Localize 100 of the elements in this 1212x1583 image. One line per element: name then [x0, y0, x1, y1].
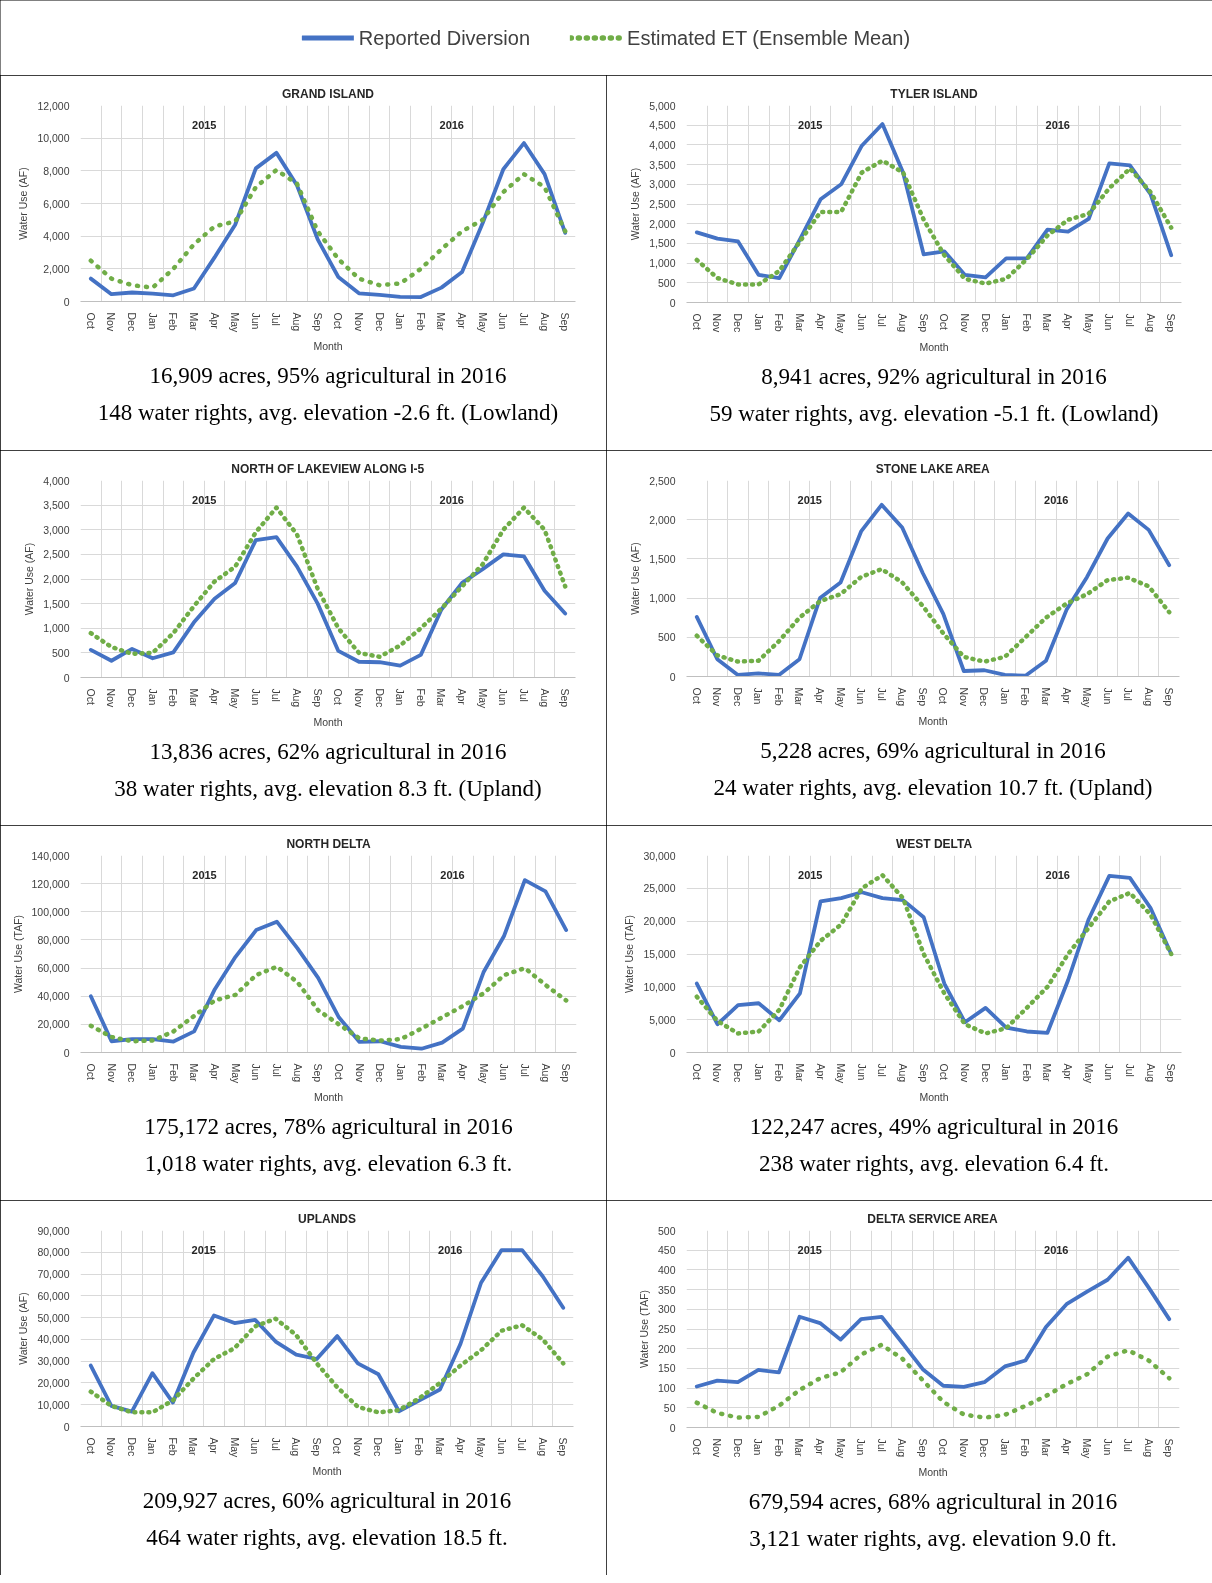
x-tick-label: Jun — [1101, 687, 1114, 705]
x-tick-label: May — [834, 1438, 847, 1460]
x-tick-label: Sep — [916, 687, 929, 707]
x-tick-label: Sep — [310, 1437, 323, 1457]
line-series — [694, 502, 1172, 677]
y-tick-label: 8,000 — [43, 164, 70, 177]
x-tick-label: Apr — [208, 1437, 221, 1455]
annotation: 2016 — [439, 119, 464, 132]
y-axis-title: Water Use (TAF) — [637, 1289, 650, 1369]
x-tick-label: Jan — [392, 1437, 405, 1455]
x-tick-label: Oct — [690, 1438, 703, 1455]
y-tick-label: 50 — [663, 1401, 676, 1414]
y-tick-label: 80,000 — [37, 933, 70, 946]
chart-title: WEST DELTA — [895, 836, 973, 851]
y-tick-label: 10,000 — [37, 1398, 70, 1411]
x-tick-label: Aug — [538, 688, 551, 708]
x-tick-label: Dec — [979, 1063, 992, 1083]
y-tick-label: 80,000 — [37, 1246, 70, 1259]
x-tick-label: Jul — [1122, 1438, 1135, 1452]
x-tick-label: Aug — [1144, 1063, 1157, 1083]
x-tick-label: Mar — [187, 1437, 200, 1457]
x-tick-label: Jul — [1122, 687, 1135, 701]
x-tick-label: Jan — [998, 687, 1011, 705]
y-axis-title: Water Use (AF) — [23, 542, 36, 616]
x-tick-label: Mar — [435, 688, 448, 708]
x-tick-label: Nov — [352, 312, 365, 332]
annotation: 2015 — [797, 494, 822, 507]
x-tick-label: Sep — [1163, 687, 1176, 707]
x-tick-label: Jun — [249, 312, 262, 330]
x-tick-label: Mar — [1041, 313, 1054, 333]
line-series — [694, 1255, 1172, 1389]
x-tick-label: Dec — [979, 313, 992, 333]
y-tick-label: 0 — [669, 1046, 676, 1059]
x-tick-label: Jun — [855, 1063, 868, 1081]
y-tick-label: 3,500 — [649, 158, 676, 171]
y-tick-label: 10,000 — [37, 132, 70, 145]
x-tick-label: Jun — [855, 1438, 868, 1456]
y-tick-label: 0 — [63, 671, 70, 684]
y-tick-label: 1,000 — [649, 257, 676, 270]
annotation: 2015 — [798, 119, 823, 132]
y-axis-title: Water Use (TAF) — [11, 914, 24, 994]
y-tick-label: 40,000 — [37, 1333, 70, 1346]
y-tick-label: 5,000 — [649, 1013, 676, 1026]
y-tick-label: 20,000 — [37, 1376, 70, 1389]
x-tick-label: Sep — [559, 312, 572, 332]
x-tick-label: Apr — [456, 688, 469, 706]
x-tick-label: Feb — [773, 313, 786, 332]
x-tick-label: Apr — [456, 1063, 469, 1081]
chart-title: TYLER ISLAND — [890, 86, 978, 101]
y-tick-label: 200 — [657, 1342, 676, 1355]
chart-title: STONE LAKE AREA — [875, 461, 991, 476]
x-tick-label: Apr — [814, 313, 827, 331]
y-tick-label: 90,000 — [37, 1224, 70, 1237]
x-tick-label: Dec — [731, 1438, 744, 1458]
y-tick-label: 140,000 — [31, 849, 70, 862]
x-tick-label: Apr — [1062, 313, 1075, 331]
y-tick-label: 2,000 — [649, 513, 676, 526]
x-tick-label: Aug — [896, 687, 909, 707]
y-tick-label: 500 — [657, 631, 676, 644]
x-tick-label: Jul — [875, 687, 888, 701]
x-tick-label: Aug — [291, 312, 304, 332]
x-tick-label: Apr — [1060, 1438, 1073, 1456]
x-tick-label: Jul — [1123, 1063, 1136, 1077]
y-axis-title: Water Use (AF) — [629, 542, 642, 615]
x-tick-label: Jan — [752, 1438, 765, 1456]
x-tick-label: Sep — [311, 312, 324, 332]
y-tick-label: 1,000 — [649, 592, 676, 605]
x-tick-label: Jul — [518, 1063, 531, 1077]
x-tick-label: Dec — [978, 687, 991, 707]
x-tick-label: May — [228, 1437, 241, 1459]
x-axis-title: Month — [918, 715, 948, 728]
x-tick-label: Jun — [249, 1437, 262, 1455]
annotation: 2015 — [798, 869, 823, 882]
x-tick-label: Apr — [1062, 1063, 1075, 1081]
y-tick-label: 400 — [657, 1263, 676, 1276]
x-tick-label: Aug — [1142, 687, 1155, 707]
x-tick-label: Jul — [270, 1063, 283, 1077]
x-tick-label: Sep — [1165, 1063, 1178, 1083]
x-tick-label: Jul — [269, 1437, 282, 1451]
x-tick-label: Mar — [793, 687, 806, 707]
y-tick-label: 4,000 — [649, 138, 676, 151]
x-axis-title: Month — [919, 341, 949, 354]
x-tick-label: Feb — [414, 688, 427, 707]
x-tick-label: Jun — [497, 688, 510, 706]
y-tick-label: 10,000 — [643, 980, 676, 993]
chart-title: NORTH OF LAKEVIEW ALONG I-5 — [231, 461, 425, 476]
y-axis-title: Water Use (TAF) — [623, 914, 636, 994]
x-tick-label: Jul — [517, 312, 530, 326]
x-tick-label: May — [835, 313, 848, 335]
x-tick-label: Dec — [126, 1063, 139, 1083]
x-tick-label: Sep — [917, 313, 930, 333]
x-tick-label: Nov — [711, 1063, 724, 1083]
x-tick-label: Feb — [772, 687, 785, 706]
x-tick-label: Jun — [249, 688, 262, 706]
y-tick-label: 4,500 — [649, 119, 676, 132]
line-series — [88, 964, 569, 1044]
x-tick-label: Aug — [1142, 1438, 1155, 1458]
annotation: 2016 — [1045, 119, 1070, 132]
x-tick-label: May — [1082, 313, 1095, 335]
y-tick-label: 3,000 — [649, 178, 676, 191]
